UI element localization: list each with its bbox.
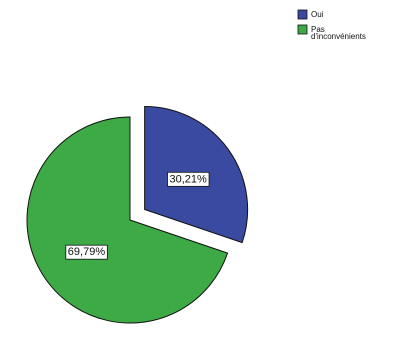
legend-label: d'inconvénients: [311, 32, 366, 41]
legend-label: Oui: [311, 10, 324, 19]
data-label-text: 30,21%: [170, 173, 208, 185]
legend-swatch: [297, 9, 308, 20]
legend-label: Pas: [311, 25, 325, 34]
data-label-box: [167, 171, 210, 187]
data-label: 69,79%: [65, 244, 108, 260]
data-label: 30,21%: [167, 171, 210, 187]
pie-data-labels: 30,21% 69,79%: [65, 171, 210, 260]
legend-item: Oui: [297, 9, 324, 20]
pie-slice: [26, 116, 229, 324]
data-label-box: [65, 244, 108, 260]
pie-slices: [26, 106, 249, 324]
data-label-text: 69,79%: [68, 246, 106, 258]
legend-swatch: [297, 24, 308, 35]
